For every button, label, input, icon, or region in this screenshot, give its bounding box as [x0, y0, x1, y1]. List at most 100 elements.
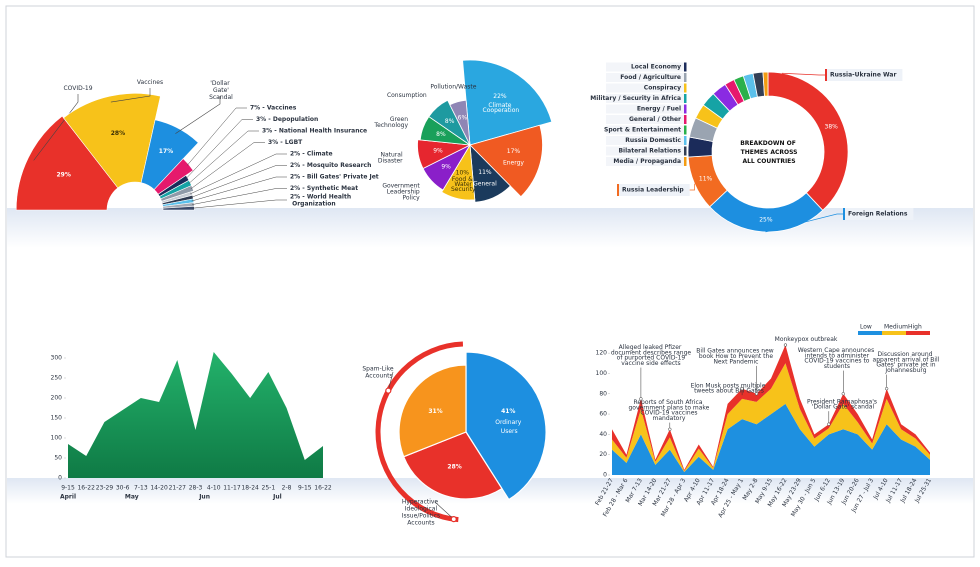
text-line: ALL COUNTRIES [740, 158, 795, 165]
text-line: COVID-19 vaccines [638, 409, 697, 416]
annotation-dot [841, 392, 845, 396]
value-label: 41% [501, 408, 515, 415]
text-line: vaccine side effects [619, 360, 680, 367]
text-line: 2% - World Health [290, 193, 351, 200]
text-line: students [822, 363, 850, 370]
category-label: 7% - Vaccines [250, 105, 297, 112]
value-label: 8% [445, 118, 455, 125]
category-label: Consumption [387, 92, 427, 99]
slice [398, 364, 467, 458]
category-label: Hyperactive Ideological Issue/Politics A… [400, 498, 440, 526]
text-line: Disaster [376, 157, 403, 164]
value-label: 28% [111, 130, 125, 137]
text-line: Gate' [211, 87, 229, 94]
text-line: Technology [373, 122, 409, 129]
annotation-dot [783, 343, 788, 347]
leader [33, 94, 79, 161]
text-line: mandatory [651, 415, 686, 422]
value-label: 31% [428, 408, 442, 415]
legend-label: Low [860, 324, 872, 331]
category-label: 3% - Depopulation [256, 116, 318, 123]
category-label: Russia-Ukraine War [830, 72, 896, 79]
legend-bg [606, 115, 686, 124]
text-line: of purported COVID-19 [615, 354, 686, 361]
leader [191, 176, 287, 202]
category-label: 2% - Bill Gates' Private Jet [290, 174, 379, 181]
legend-bg [606, 125, 686, 135]
legend-label: Bilateral Relations [618, 148, 681, 155]
leader [192, 188, 287, 205]
category-label: Ordinary Users [495, 419, 522, 435]
legend-bg [606, 94, 686, 103]
annotation-dot [884, 387, 889, 391]
legend-bg [606, 73, 686, 82]
annotation: Alleged leaked Pfizer document describes… [609, 343, 691, 366]
text-line: Food & [452, 176, 473, 183]
text-line: Users [499, 428, 518, 435]
legend-label: General / Other [629, 116, 681, 123]
y-tick-label: 20 [599, 451, 607, 458]
leader [185, 119, 253, 180]
y-tick-label: 40 [599, 431, 607, 438]
x-tick-label: 9-15 [61, 485, 75, 492]
leader [434, 501, 454, 520]
legend-label: Energy / Fuel [637, 106, 681, 113]
legend-label: Food / Agriculture [620, 74, 681, 81]
legend-bg [606, 104, 686, 114]
text-line: Reports of South Africa [633, 398, 702, 405]
y-tick-label: 150 [51, 415, 63, 422]
text-line: Elon Musk posts multiple [691, 382, 766, 389]
category-label: Climate Cooperation [481, 102, 520, 114]
category-label: Food & Water Security [449, 176, 476, 193]
category-label: Government Leadership Policy [382, 182, 420, 201]
legend-bg [606, 146, 686, 156]
category-label: Russia Leadership [622, 187, 684, 194]
x-tick-label: 23-29 [96, 485, 114, 492]
text-line: Monkeypox outbreak [775, 336, 838, 343]
category-label: Natural Disaster [376, 151, 403, 164]
text-line: tweets about Bill Gates [692, 387, 764, 394]
text-line: Climate [488, 102, 511, 109]
value-label: 6% [458, 115, 468, 122]
y-tick-label: 0 [58, 475, 62, 482]
y-tick-label: 100 [596, 370, 608, 377]
text-line: Gates' private jet in [874, 361, 935, 368]
y-tick-label: 200 [51, 395, 63, 402]
x-tick-label: 7-13 [134, 485, 148, 492]
label-box [844, 208, 914, 220]
category-label: Foreign Relations [848, 211, 908, 218]
value-label: 38% [825, 123, 839, 130]
legend-swatch [858, 331, 882, 335]
annotation-dot [827, 422, 831, 426]
leader [765, 213, 843, 233]
text-line: Ordinary [495, 419, 522, 426]
y-tick-label: 50 [54, 455, 62, 462]
text-line: COVID-19 vaccines to [803, 357, 870, 364]
label-box [618, 184, 690, 196]
y-tick-label: 300 [51, 355, 63, 362]
text-line: Pollution/Waste [430, 83, 476, 90]
slice [162, 205, 195, 211]
legend-bg [606, 136, 686, 145]
slice [462, 59, 553, 146]
text-line: President Ramaphosa's [807, 398, 877, 405]
text-line: BREAKDOWN OF [740, 140, 796, 147]
leader [388, 371, 394, 391]
legend-swatch [684, 125, 687, 135]
month-label: Jul [272, 494, 282, 501]
legend-swatch [684, 115, 687, 124]
category-label: COVID-19 [63, 85, 92, 92]
label-accent [617, 184, 619, 196]
text-line: Vaccines [137, 79, 163, 86]
legend-swatch [684, 146, 687, 156]
x-tick-label: 11-17 [223, 485, 241, 492]
category-label: 3% - LGBT [268, 139, 303, 146]
annotation-dot [639, 397, 643, 401]
text-line: Energy [503, 159, 524, 166]
text-line: Green [390, 116, 408, 123]
text-line: Policy [401, 194, 421, 201]
legend-swatch [684, 73, 687, 82]
legend-label: High [908, 324, 922, 331]
value-label: 9% [433, 147, 443, 154]
legend-label: Local Economy [631, 64, 681, 71]
